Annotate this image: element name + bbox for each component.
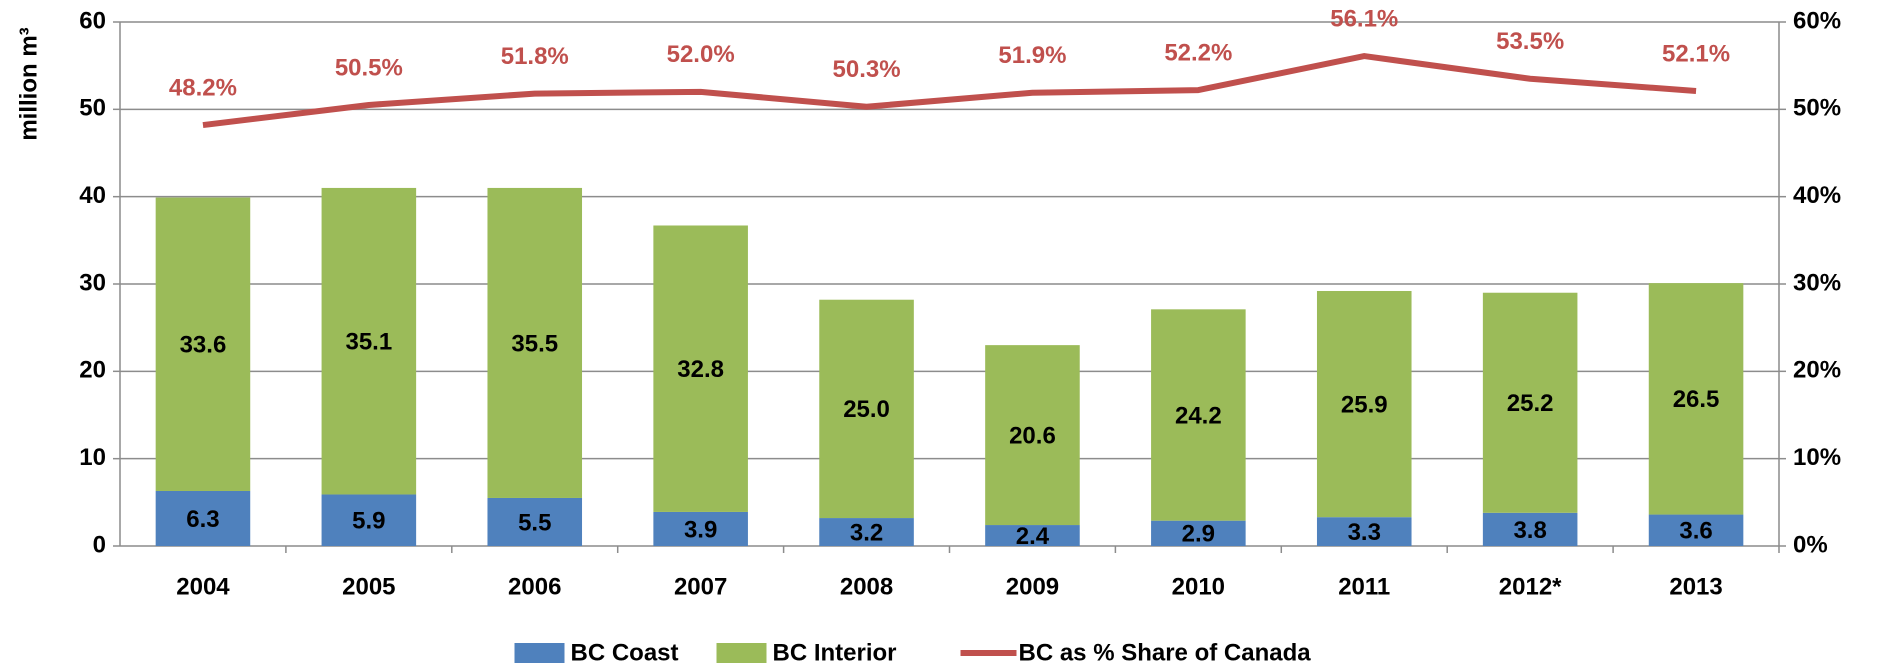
data-label: 25.9	[1341, 391, 1388, 418]
x-tick-label: 2009	[1006, 573, 1059, 600]
y-tick-label: 0	[93, 531, 106, 558]
y-axis-label: million m³	[15, 27, 42, 140]
bar-segment	[985, 525, 1080, 546]
data-label: 25.0	[843, 396, 890, 423]
data-label: 32.8	[677, 356, 724, 383]
legend-label: BC Interior	[773, 639, 897, 666]
y-tick-label: 40	[79, 182, 106, 209]
data-label: 35.1	[345, 329, 392, 356]
line-data-label: 53.5%	[1496, 28, 1564, 55]
line-data-label: 52.1%	[1662, 40, 1730, 67]
y2-tick-label: 60%	[1793, 7, 1841, 34]
x-tick-label: 2011	[1338, 573, 1390, 600]
y-tick-label: 50	[79, 95, 106, 122]
line-data-label: 52.2%	[1164, 39, 1232, 66]
data-label: 6.3	[186, 506, 219, 533]
bar-segment	[819, 518, 914, 546]
bar-segment	[1316, 290, 1412, 518]
legend-label: BC Coast	[571, 639, 679, 666]
x-tick-label: 2004	[176, 573, 230, 600]
y-tick-label: 60	[79, 7, 106, 34]
bar-segment	[1151, 520, 1246, 546]
line-data-label: 48.2%	[169, 74, 237, 101]
x-tick-label: 2012*	[1499, 573, 1562, 600]
data-label: 2.9	[1182, 521, 1215, 548]
y2-tick-label: 40%	[1793, 182, 1841, 209]
bar-segment	[487, 497, 583, 546]
bar-segment	[1316, 517, 1412, 546]
bar-segment	[819, 299, 914, 519]
bar-segment	[1648, 514, 1744, 546]
y2-tick-label: 0%	[1793, 531, 1828, 558]
line-series	[202, 53, 1697, 129]
bar-segment	[321, 494, 417, 546]
data-label: 33.6	[180, 332, 227, 359]
y-tick-label: 10	[79, 444, 106, 471]
x-tick-label: 2008	[840, 573, 893, 600]
data-label: 3.8	[1513, 517, 1546, 544]
legend-label: BC as % Share of Canada	[1019, 639, 1312, 666]
data-label: 5.9	[352, 508, 385, 535]
data-label: 2.4	[1016, 523, 1050, 550]
data-label: 35.5	[511, 330, 558, 357]
y-tick-label: 20	[79, 357, 106, 384]
data-label: 3.2	[850, 519, 883, 546]
data-label: 20.6	[1009, 422, 1056, 449]
data-label: 25.2	[1507, 390, 1554, 417]
y2-tick-label: 20%	[1793, 357, 1841, 384]
legend-swatch	[716, 643, 767, 663]
legend-swatch	[514, 643, 565, 663]
bar-segment	[1151, 309, 1246, 521]
bar-segment	[653, 511, 748, 546]
bar-segment	[653, 225, 748, 512]
x-tick-label: 2013	[1669, 573, 1722, 600]
y2-tick-label: 10%	[1793, 444, 1841, 471]
data-label: 3.3	[1348, 519, 1381, 546]
data-label: 5.5	[518, 509, 551, 536]
line-data-label: 51.8%	[501, 43, 569, 70]
bar-segment	[487, 187, 583, 498]
y2-tick-label: 50%	[1793, 95, 1841, 122]
line-data-label: 50.3%	[833, 56, 901, 83]
x-tick-label: 2007	[674, 573, 727, 600]
y-tick-label: 30	[79, 269, 106, 296]
x-tick-label: 2005	[342, 573, 395, 600]
line-data-label: 50.5%	[335, 54, 403, 81]
bar-segment	[155, 490, 251, 546]
line-data-label: 56.1%	[1330, 5, 1398, 32]
line-data-label: 51.9%	[998, 42, 1066, 69]
bar-segment	[985, 345, 1080, 526]
x-tick-label: 2006	[508, 573, 561, 600]
line-data-label: 52.0%	[667, 41, 735, 68]
y2-tick-label: 30%	[1793, 269, 1841, 296]
data-label: 26.5	[1673, 386, 1720, 413]
bar-segment	[321, 187, 417, 495]
bar-segment	[1482, 292, 1578, 513]
data-label: 3.9	[684, 516, 717, 543]
bar-segment	[1482, 512, 1578, 546]
data-label: 3.6	[1679, 518, 1712, 545]
bar-segment	[155, 197, 251, 491]
x-tick-label: 2010	[1172, 573, 1225, 600]
data-label: 24.2	[1175, 402, 1222, 429]
bar-segment	[1648, 283, 1744, 515]
